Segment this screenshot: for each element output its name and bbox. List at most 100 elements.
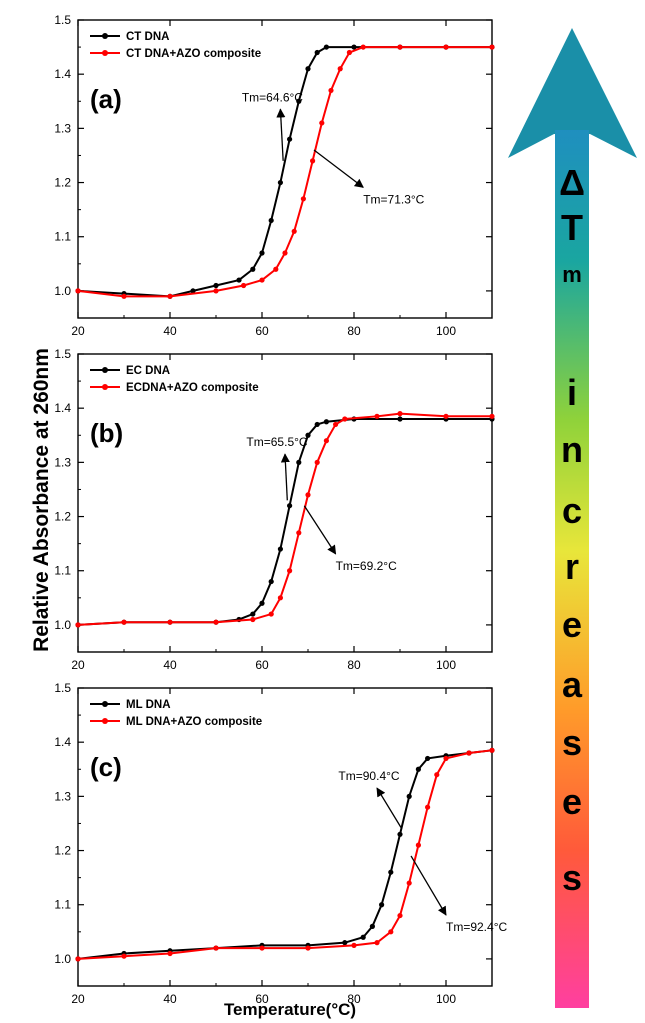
arrow-letter: e	[562, 781, 582, 822]
data-point	[319, 120, 325, 126]
annotation-arrow	[313, 149, 364, 188]
y-tick-label: 1.5	[54, 13, 71, 27]
plot-frame	[77, 19, 493, 319]
legend-entry: ML DNA+AZO composite	[126, 716, 262, 728]
x-axis-label: Temperature(°C)	[224, 1000, 356, 1019]
data-point	[342, 940, 348, 946]
panel-a: 20 40 60 80 100 1.0 1.1 1.2 1.3 1.4 1.5 CT DNA CT DN…	[54, 13, 495, 338]
panel-label: (b)	[90, 418, 123, 448]
y-tick-label: 1.4	[54, 735, 71, 749]
y-tick-label: 1.0	[54, 618, 71, 632]
arrow-letter: a	[562, 664, 583, 705]
data-point	[415, 766, 421, 772]
annotation-arrow	[376, 787, 403, 830]
data-point	[121, 293, 127, 299]
data-point	[415, 842, 421, 848]
data-point	[314, 459, 320, 465]
data-point	[328, 87, 334, 94]
legend-entry: CT DNA+AZO composite	[126, 48, 261, 60]
data-point	[190, 288, 196, 294]
legend-marker	[102, 367, 108, 373]
arrow-head-shape	[508, 28, 637, 158]
data-point	[397, 831, 403, 837]
data-point	[287, 503, 293, 509]
data-point	[250, 616, 256, 623]
legend-marker	[102, 384, 108, 390]
tm-annotation: Tm=92.4°C	[446, 920, 507, 934]
plot-frame	[77, 687, 493, 987]
data-point	[397, 416, 403, 422]
panel-b: 20 40 60 80 100 1.0 1.1 1.2 1.3 1.4 1.5 EC DNA ECDNA…	[54, 347, 495, 672]
y-tick-label: 1.1	[54, 564, 71, 578]
data-point	[300, 196, 306, 202]
data-point	[121, 953, 127, 959]
data-point	[466, 750, 472, 756]
data-point	[406, 793, 412, 799]
tm-annotation: Tm=64.6°C	[242, 90, 303, 104]
data-point	[323, 419, 329, 425]
y-tick-label: 1.3	[54, 121, 71, 135]
data-point	[259, 250, 265, 256]
y-tick-label: 1.5	[54, 347, 71, 361]
arrow-letter: c	[562, 490, 582, 531]
x-tick-label: 80	[347, 324, 361, 338]
data-point	[287, 568, 293, 574]
data-point	[374, 413, 380, 419]
series-line-composite	[77, 749, 493, 960]
series-line-composite	[77, 412, 492, 626]
data-point	[167, 950, 173, 957]
x-tick-label: 60	[255, 658, 269, 672]
y-tick-label: 1.0	[54, 952, 71, 966]
x-tick-label: 40	[163, 992, 177, 1006]
data-point	[287, 136, 293, 142]
data-point	[360, 934, 366, 940]
data-point	[291, 228, 297, 234]
data-point	[259, 600, 265, 606]
arrow-letter: n	[561, 429, 583, 470]
arrow-letter: s	[562, 857, 582, 898]
y-tick-label: 1.0	[54, 284, 71, 298]
annotation-arrow	[303, 505, 337, 555]
data-point	[277, 546, 283, 552]
tm-annotation: Tm=71.3°C	[363, 192, 424, 206]
data-point	[351, 44, 357, 50]
data-point	[268, 217, 274, 224]
y-tick-label: 1.2	[54, 844, 71, 858]
data-point	[374, 940, 380, 946]
tm-annotation: Tm=65.5°C	[246, 435, 307, 449]
data-point	[388, 929, 394, 935]
data-point	[167, 293, 173, 299]
data-point	[443, 755, 449, 762]
data-point	[360, 44, 366, 50]
arrow-letter: T	[561, 207, 583, 248]
arrow-shaft	[555, 130, 589, 1008]
data-point	[296, 98, 302, 104]
data-point	[397, 411, 403, 417]
annotation-arrow	[280, 453, 290, 501]
data-point	[397, 44, 403, 50]
data-point	[277, 179, 283, 186]
data-point	[259, 277, 265, 283]
y-tick-label: 1.2	[54, 176, 71, 190]
data-point	[434, 772, 440, 778]
y-tick-label: 1.4	[54, 401, 71, 415]
y-tick-label: 1.1	[54, 898, 71, 912]
data-point	[443, 413, 449, 419]
arrow-letter: m	[562, 262, 582, 287]
delta-symbol: Δ	[559, 162, 585, 203]
x-tick-label: 20	[71, 324, 85, 338]
data-point	[314, 421, 320, 428]
data-point	[213, 619, 219, 625]
data-point	[75, 956, 81, 962]
data-point	[296, 530, 302, 536]
legend-marker	[102, 33, 108, 39]
y-axis-label: Relative Absorbance at 260nm	[30, 348, 53, 652]
arrow-letter: e	[562, 604, 582, 645]
x-tick-label: 60	[255, 324, 269, 338]
data-point	[305, 432, 311, 438]
data-point	[305, 945, 311, 951]
data-point	[351, 942, 357, 948]
annotation-arrow	[276, 108, 286, 161]
series-line-dna	[77, 46, 492, 298]
